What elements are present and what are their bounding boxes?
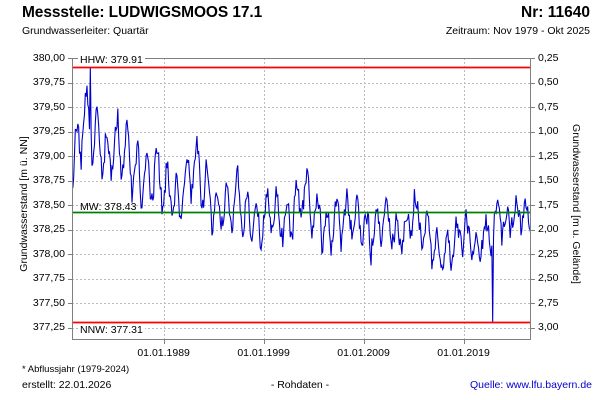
station-number: Nr: 11640 [521, 4, 590, 21]
aquifer-label: Grundwasserleiter: Quartär [22, 25, 149, 37]
x-axis-tick-label: 01.01.1989 [137, 347, 190, 359]
x-axis-tick-label: 01.01.2019 [437, 347, 490, 359]
y-axis-right-tick-label: 2,50 [538, 272, 559, 285]
annotation-mw: MW: 378.43 [80, 200, 137, 213]
period-label: Zeitraum: Nov 1979 - Okt 2025 [445, 25, 590, 37]
y-axis-right-tick-label: 3,00 [538, 321, 559, 334]
y-axis-right-tick-label: 0,75 [538, 100, 559, 113]
y-axis-left-tick-label: 379,50 [32, 100, 65, 113]
y-axis-left-tick-label: 380,00 [32, 51, 65, 64]
page-title: Messstelle: LUDWIGSMOOS 17.1 [22, 4, 263, 21]
annotation-nnw: NNW: 377.31 [78, 323, 145, 336]
y-axis-right-tick-label: 1,00 [538, 125, 559, 138]
y-axis-right-tick-label: 2,25 [538, 247, 559, 260]
y-axis-right-tick-label: 1,50 [538, 174, 559, 187]
y-axis-left-tick-label: 378,75 [32, 174, 65, 187]
chart-header: Messstelle: LUDWIGSMOOS 17.1 Nr: 11640 G… [0, 0, 600, 46]
y-axis-title-right: Grundwasserstand [m u. Gelände] [570, 124, 582, 284]
y-axis-left-tick-label: 378,50 [32, 198, 65, 211]
y-axis-left-tick-label: 379,00 [32, 149, 65, 162]
y-axis-right-tick-label: 1,25 [538, 149, 559, 162]
y-axis-right-tick-label: 1,75 [538, 198, 559, 211]
groundwater-level-series [72, 66, 531, 322]
source-link[interactable]: Quelle: www.lfu.bayern.de [470, 379, 592, 391]
footnote-abflussjahr: * Abflussjahr (1979-2024) [22, 364, 130, 375]
y-axis-left-tick-label: 377,25 [32, 321, 65, 334]
y-axis-right-tick-label: 2,75 [538, 296, 559, 309]
y-axis-left-tick-label: 379,25 [32, 125, 65, 138]
plot-background [72, 58, 531, 340]
y-axis-left-tick-label: 378,25 [32, 223, 65, 236]
chart-footer: * Abflussjahr (1979-2024) erstellt: 22.0… [0, 364, 600, 400]
y-axis-left-tick-label: 379,75 [32, 76, 65, 89]
plot-frame [72, 58, 531, 340]
data-type-label: - Rohdaten - [270, 379, 330, 391]
y-axis-left-tick-label: 378,00 [32, 247, 65, 260]
y-axis-right-tick-label: 0,50 [538, 76, 559, 89]
x-axis-tick-label: 01.01.2009 [337, 347, 390, 359]
y-axis-left-tick-label: 377,75 [32, 272, 65, 285]
y-axis-right-tick-label: 0,25 [538, 51, 559, 64]
x-axis-tick-label: 01.01.1999 [237, 347, 290, 359]
created-date: erstellt: 22.01.2026 [22, 379, 112, 391]
y-axis-left-tick-label: 377,50 [32, 296, 65, 309]
y-axis-right-tick-label: 2,00 [538, 223, 559, 236]
annotation-hhw: HHW: 379.91 [78, 53, 145, 66]
